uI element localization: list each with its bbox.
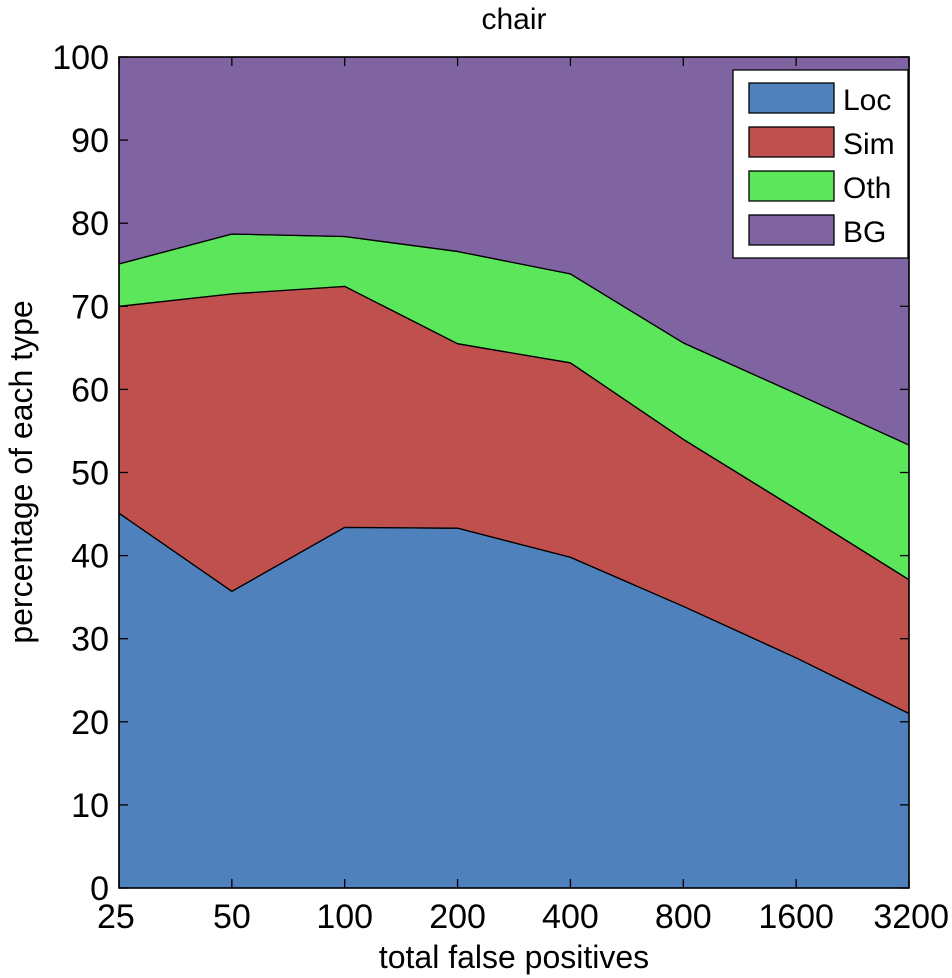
legend-label-sim: Sim: [843, 128, 895, 161]
axis-ticks: 0 10 20 30 40 50 60 70 80 90 100 25 50 100 200 400 800 16…: [52, 39, 949, 936]
legend: Loc Sim Oth BG: [732, 69, 909, 259]
x-tick-label: 25: [97, 898, 135, 936]
legend-swatch-sim: [748, 126, 835, 158]
y-tick-label: 30: [71, 621, 109, 659]
y-tick-label: 50: [71, 455, 109, 493]
legend-label-bg: BG: [843, 216, 886, 249]
y-axis-label: percentage of each type: [3, 300, 39, 643]
legend-label-oth: Oth: [843, 172, 891, 205]
chart-title: chair: [481, 3, 546, 36]
x-tick-label: 1600: [758, 898, 834, 936]
y-tick-label: 90: [71, 122, 109, 160]
x-tick-label: 100: [316, 898, 373, 936]
x-tick-label: 800: [655, 898, 712, 936]
x-tick-label: 50: [213, 898, 251, 936]
y-tick-label: 80: [71, 205, 109, 243]
area-layers: [118, 56, 910, 889]
legend-label-loc: Loc: [843, 84, 891, 117]
y-tick-label: 20: [71, 704, 109, 742]
legend-swatch-loc: [748, 82, 835, 114]
y-tick-label: 10: [71, 787, 109, 825]
legend-swatch-bg: [748, 214, 835, 246]
plot-frame: [118, 56, 910, 889]
x-axis-label: total false positives: [379, 939, 649, 975]
x-tick-label: 3200: [873, 898, 949, 936]
y-tick-label: 100: [52, 39, 109, 77]
y-tick-label: 70: [71, 288, 109, 326]
x-tick-label: 400: [542, 898, 599, 936]
y-tick-label: 0: [90, 870, 109, 908]
x-tick-label: 200: [429, 898, 486, 936]
legend-swatch-oth: [748, 170, 835, 202]
y-tick-label: 40: [71, 538, 109, 576]
y-tick-label: 60: [71, 371, 109, 409]
